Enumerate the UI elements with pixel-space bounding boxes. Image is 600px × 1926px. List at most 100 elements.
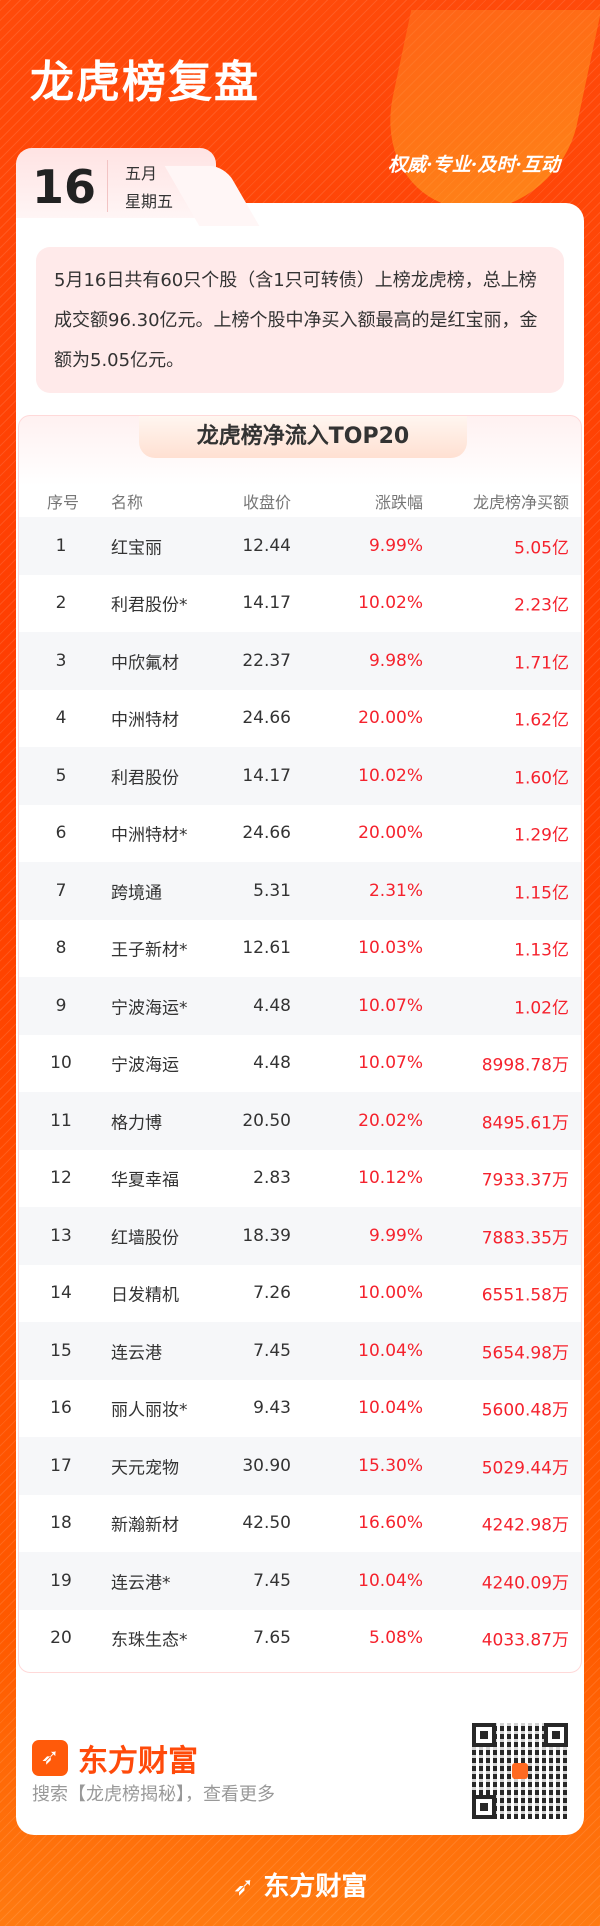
row-index: 6 <box>55 823 67 844</box>
stock-name: 王子新材* <box>111 940 188 961</box>
stock-name: 中洲特材* <box>111 825 188 846</box>
net-buy-amount: 2.23亿 <box>514 595 569 616</box>
qr-code-icon[interactable] <box>472 1723 568 1819</box>
eastmoney-logo-icon: ➶ <box>32 1740 68 1776</box>
date-divider <box>107 160 108 212</box>
row-index: 8 <box>55 938 67 959</box>
net-buy-amount: 6551.58万 <box>481 1285 569 1306</box>
row-index: 14 <box>50 1283 72 1304</box>
close-price: 42.50 <box>242 1513 291 1534</box>
close-price: 12.44 <box>242 535 291 556</box>
change-pct: 5.08% <box>368 1628 423 1649</box>
table-row: 20 东珠生态* 7.65 5.08% 4033.87万 <box>19 1610 581 1668</box>
change-pct: 15.30% <box>358 1455 423 1476</box>
stock-name: 东珠生态* <box>111 1630 188 1651</box>
row-index: 4 <box>55 708 67 729</box>
net-buy-amount: 1.62亿 <box>514 710 569 731</box>
stock-name: 新瀚新材 <box>111 1515 179 1536</box>
column-header: 序号 <box>47 492 80 512</box>
table-row: 12 华夏幸福 2.83 10.12% 7933.37万 <box>19 1150 581 1208</box>
table-row: 13 红墙股份 18.39 9.99% 7883.35万 <box>19 1207 581 1265</box>
stock-name: 宁波海运 <box>111 1055 179 1076</box>
net-buy-amount: 5654.98万 <box>481 1343 569 1364</box>
table-row: 16 丽人丽妆* 9.43 10.04% 5600.48万 <box>19 1380 581 1438</box>
close-price: 18.39 <box>242 1225 291 1246</box>
date-month: 五月 <box>125 164 158 183</box>
column-header: 涨跌幅 <box>374 492 423 512</box>
table-row: 7 跨境通 5.31 2.31% 1.15亿 <box>19 862 581 920</box>
net-buy-amount: 5.05亿 <box>514 538 569 559</box>
row-index: 15 <box>50 1340 72 1361</box>
change-pct: 9.98% <box>368 650 423 671</box>
row-index: 19 <box>50 1570 72 1591</box>
net-buy-amount: 1.29亿 <box>514 825 569 846</box>
page-title: 龙虎榜复盘 <box>30 57 260 108</box>
change-pct: 10.03% <box>358 938 423 959</box>
change-pct: 10.02% <box>358 765 423 786</box>
row-index: 5 <box>55 765 67 786</box>
date-month-weekday: 五月 星期五 <box>125 160 173 216</box>
row-index: 16 <box>50 1398 72 1419</box>
row-index: 2 <box>55 593 67 614</box>
close-price: 9.43 <box>253 1398 291 1419</box>
change-pct: 9.99% <box>368 535 423 556</box>
table-row: 11 格力博 20.50 20.02% 8495.61万 <box>19 1092 581 1150</box>
change-pct: 20.00% <box>358 823 423 844</box>
row-index: 11 <box>50 1110 72 1131</box>
table-row: 1 红宝丽 12.44 9.99% 5.05亿 <box>19 517 581 575</box>
stock-name: 跨境通 <box>111 883 162 904</box>
change-pct: 10.02% <box>358 593 423 614</box>
row-index: 13 <box>50 1225 72 1246</box>
change-pct: 10.00% <box>358 1283 423 1304</box>
stock-name: 中欣氟材 <box>111 653 179 674</box>
table-row: 8 王子新材* 12.61 10.03% 1.13亿 <box>19 920 581 978</box>
net-buy-amount: 1.15亿 <box>514 883 569 904</box>
row-index: 20 <box>50 1628 72 1649</box>
stock-name: 宁波海运* <box>111 998 188 1019</box>
net-buy-amount: 7883.35万 <box>481 1228 569 1249</box>
close-price: 22.37 <box>242 650 291 671</box>
change-pct: 20.00% <box>358 708 423 729</box>
date-weekday: 星期五 <box>125 192 174 211</box>
close-price: 30.90 <box>242 1455 291 1476</box>
close-price: 24.66 <box>242 708 291 729</box>
net-buy-amount: 8998.78万 <box>481 1055 569 1076</box>
close-price: 7.26 <box>253 1283 291 1304</box>
row-index: 1 <box>55 535 67 556</box>
change-pct: 16.60% <box>358 1513 423 1534</box>
close-price: 7.45 <box>253 1340 291 1361</box>
close-price: 7.65 <box>253 1628 291 1649</box>
column-header: 收盘价 <box>242 492 291 512</box>
stock-name: 红墙股份 <box>111 1228 179 1249</box>
row-index: 9 <box>55 995 67 1016</box>
stock-name: 红宝丽 <box>111 538 162 559</box>
close-price: 4.48 <box>253 1053 291 1074</box>
table-row: 14 日发精机 7.26 10.00% 6551.58万 <box>19 1265 581 1323</box>
table-row: 9 宁波海运* 4.48 10.07% 1.02亿 <box>19 977 581 1035</box>
top20-table: 龙虎榜净流入TOP20 序号 名称 收盘价 涨跌幅 龙虎榜净买额 1 红宝丽 12.44 9.9… <box>18 415 582 1673</box>
stock-name: 日发精机 <box>111 1285 179 1306</box>
change-pct: 10.04% <box>358 1570 423 1591</box>
row-index: 10 <box>50 1053 72 1074</box>
row-index: 18 <box>50 1513 72 1534</box>
table-header: 序号 名称 收盘价 涨跌幅 龙虎榜净买额 <box>19 472 581 530</box>
table-row: 19 连云港* 7.45 10.04% 4240.09万 <box>19 1552 581 1610</box>
row-index: 17 <box>50 1455 72 1476</box>
close-price: 14.17 <box>242 765 291 786</box>
footer-brand: ➶ 东方财富 <box>32 1736 198 1780</box>
table-row: 4 中洲特材 24.66 20.00% 1.62亿 <box>19 690 581 748</box>
search-hint: 搜索【龙虎榜揭秘】，查看更多 <box>32 1784 275 1805</box>
change-pct: 10.04% <box>358 1398 423 1419</box>
close-price: 12.61 <box>242 938 291 959</box>
row-index: 12 <box>50 1168 72 1189</box>
row-index: 7 <box>55 880 67 901</box>
eastmoney-logo-icon: ➶ <box>232 1872 264 1902</box>
column-header: 名称 <box>111 492 144 512</box>
net-buy-amount: 4033.87万 <box>481 1630 569 1651</box>
close-price: 14.17 <box>242 593 291 614</box>
table-row: 18 新瀚新材 42.50 16.60% 4242.98万 <box>19 1495 581 1553</box>
close-price: 4.48 <box>253 995 291 1016</box>
net-buy-amount: 8495.61万 <box>481 1113 569 1134</box>
table-row: 5 利君股份 14.17 10.02% 1.60亿 <box>19 747 581 805</box>
close-price: 5.31 <box>253 880 291 901</box>
